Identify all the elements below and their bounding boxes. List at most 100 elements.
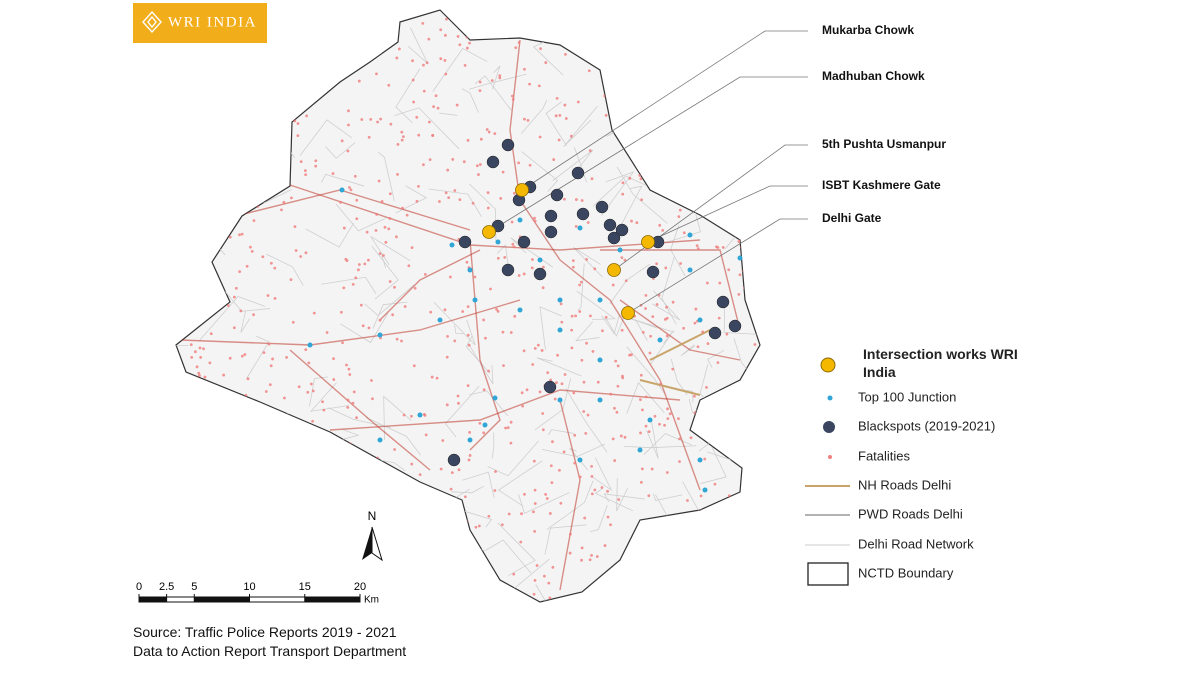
fatality-dot	[478, 421, 482, 425]
intersection-work	[641, 235, 655, 249]
fatality-dot	[451, 508, 455, 512]
fatality-dot	[658, 176, 662, 180]
scale-segment	[194, 597, 250, 602]
fatality-dot	[617, 498, 621, 501]
fatality-dot	[717, 444, 721, 448]
road	[451, 485, 485, 494]
fatality-dot	[311, 389, 315, 393]
fatality-dot	[550, 481, 554, 485]
fatality-dot	[189, 343, 193, 347]
fatality-dot	[457, 468, 461, 472]
fatality-dot	[638, 591, 642, 595]
fatality-dot	[538, 390, 542, 394]
blackspot	[550, 188, 564, 202]
fatality-dot	[444, 33, 447, 37]
fatality-dot	[348, 186, 351, 189]
fatality-dot	[271, 465, 275, 468]
fatality-dot	[264, 145, 268, 149]
fatality-dot	[238, 270, 242, 274]
fatality-dot	[744, 241, 748, 245]
fatality-dot	[544, 61, 548, 64]
fatality-dot	[252, 313, 255, 317]
fatality-dot	[277, 423, 281, 427]
road	[176, 144, 196, 186]
fatality-dot	[339, 200, 342, 204]
junction	[449, 242, 455, 248]
fatality-dot	[398, 471, 402, 475]
fatality-dot	[297, 485, 301, 489]
fatality-dot	[646, 549, 649, 553]
fatality-dot	[570, 346, 574, 350]
callout-label: ISBT Kashmere Gate	[822, 178, 941, 192]
intersection-work	[621, 306, 635, 320]
legend-symbol	[823, 421, 835, 433]
fatality-dot	[466, 333, 470, 337]
road	[745, 196, 760, 244]
fatality-dot	[309, 382, 313, 386]
fatality-dot	[246, 377, 250, 381]
fatality-dot	[261, 255, 265, 259]
fatality-dot	[365, 230, 369, 234]
fatality-dot	[593, 488, 597, 492]
fatality-dot	[217, 170, 221, 174]
fatality-dot	[708, 142, 712, 146]
fatality-dot	[485, 561, 488, 564]
fatality-dot	[586, 221, 590, 224]
fatality-dot	[438, 200, 441, 203]
road	[706, 116, 741, 160]
fatality-dot	[376, 120, 380, 124]
road	[395, 185, 428, 214]
road	[603, 493, 645, 503]
road	[652, 493, 683, 502]
road	[321, 173, 365, 187]
fatality-dot	[639, 373, 643, 377]
fatality-dot	[520, 512, 523, 516]
pwd-road	[619, 299, 741, 361]
road	[696, 116, 714, 133]
fatality-dot	[411, 59, 414, 63]
fatality-dot	[653, 414, 657, 418]
fatality-dot	[273, 114, 277, 117]
road	[462, 471, 495, 499]
fatality-dot	[243, 204, 247, 208]
road	[324, 492, 354, 522]
fatality-dot	[647, 545, 650, 549]
fatality-dot	[493, 132, 497, 136]
road	[251, 526, 270, 562]
fatality-dot	[443, 59, 447, 62]
fatality-dot	[450, 471, 454, 475]
fatality-dot	[558, 114, 562, 117]
fatality-dot	[402, 413, 406, 417]
fatality-dot	[640, 198, 644, 202]
fatality-dot	[658, 223, 662, 227]
fatality-dot	[240, 232, 244, 236]
fatality-dot	[628, 176, 632, 180]
fatality-dot	[203, 375, 207, 379]
fatality-dot	[513, 314, 517, 318]
fatality-dot	[412, 100, 416, 104]
fatality-dot	[697, 554, 701, 558]
fatality-dot	[560, 31, 564, 35]
fatality-dot	[616, 384, 620, 388]
fatality-dot	[750, 405, 754, 409]
fatality-dot	[425, 61, 429, 65]
blackspot	[708, 326, 722, 340]
pwd-road	[509, 39, 561, 261]
fatality-dot	[201, 60, 205, 64]
blackspot	[646, 265, 660, 279]
road	[496, 244, 509, 268]
fatality-dot	[466, 138, 470, 142]
fatality-dot	[535, 564, 539, 567]
fatality-dot	[588, 591, 592, 595]
fatality-dot	[608, 105, 612, 109]
fatality-dot	[523, 117, 526, 121]
fatality-dot	[196, 305, 200, 309]
legend-symbol	[820, 357, 836, 373]
fatality-dot	[277, 513, 281, 517]
fatality-dot	[300, 439, 304, 443]
north-label: N	[368, 509, 377, 523]
fatality-dot	[585, 341, 588, 345]
fatality-dot	[275, 137, 279, 141]
legend-label: PWD Roads Delhi	[858, 506, 963, 521]
fatality-dot	[189, 489, 193, 492]
